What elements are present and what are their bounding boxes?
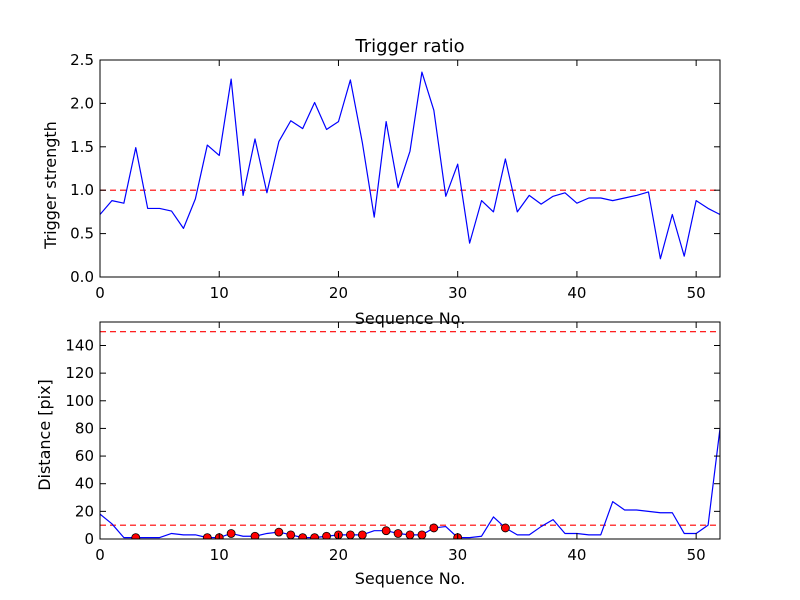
data-point	[131, 533, 141, 539]
y-axis-label: Trigger strength	[41, 121, 60, 250]
x-axis-label: Sequence No.	[355, 309, 466, 328]
trigger-ratio-chart: Trigger ratio Sequence No. Trigger stren…	[41, 36, 721, 328]
y-tick-label: 2.0	[70, 94, 94, 112]
y-tick-label: 80	[75, 419, 94, 437]
x-tick-label: 50	[687, 284, 706, 302]
y-tick-label: 1.5	[70, 138, 94, 156]
x-tick-label: 20	[329, 546, 348, 564]
x-tick-label: 0	[95, 284, 105, 302]
axes-frame	[99, 59, 721, 278]
data-point	[226, 529, 236, 538]
data-point	[250, 531, 260, 539]
data-point	[322, 531, 331, 539]
series-line	[100, 71, 720, 260]
y-tick-label: 1.0	[70, 181, 94, 199]
chart-title: Trigger ratio	[354, 36, 464, 57]
data-point	[286, 530, 296, 539]
data-point	[381, 526, 391, 536]
y-tick-label: 120	[65, 364, 94, 382]
x-tick-label: 20	[329, 284, 348, 302]
x-axis-label: Sequence No.	[355, 569, 466, 588]
data-point	[345, 530, 355, 539]
data-point	[393, 529, 403, 538]
y-tick-label: 100	[65, 392, 94, 410]
y-tick-label: 40	[75, 475, 94, 493]
plot-area	[100, 71, 720, 260]
data-point	[429, 523, 439, 533]
y-tick-label: 0.0	[70, 268, 94, 286]
x-tick-label: 10	[210, 284, 229, 302]
x-tick-label: 40	[567, 284, 586, 302]
data-point	[357, 530, 367, 539]
y-tick-label: 140	[65, 336, 94, 354]
x-tick-label: 10	[210, 546, 229, 564]
y-tick-label: 0	[84, 530, 94, 548]
data-point	[274, 527, 284, 537]
data-point	[500, 523, 510, 533]
y-tick-label: 20	[75, 502, 94, 520]
x-tick-label: 0	[95, 546, 105, 564]
x-tick-label: 30	[448, 284, 467, 302]
y-tick-label: 60	[75, 447, 94, 465]
y-tick-label: 0.5	[70, 225, 94, 243]
y-tick-label: 2.5	[70, 51, 94, 69]
axes-frame	[99, 321, 721, 540]
distance-chart: Sequence No. Distance [pix] 0 10 20 30 40 50 0…	[35, 321, 721, 588]
x-tick-label: 50	[687, 546, 706, 564]
data-point	[417, 530, 427, 539]
x-tick-label: 40	[567, 546, 586, 564]
data-point	[298, 533, 308, 539]
plot-area	[100, 331, 720, 539]
data-point	[310, 533, 320, 539]
data-point	[405, 530, 415, 539]
data-point	[202, 533, 212, 539]
x-tick-label: 30	[448, 546, 467, 564]
y-axis-label: Distance [pix]	[35, 379, 54, 491]
